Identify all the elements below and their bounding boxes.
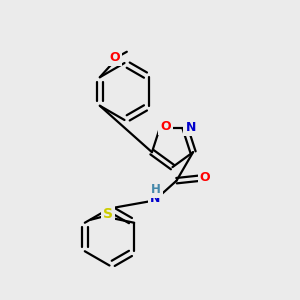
Text: S: S [103,207,113,221]
Text: O: O [200,171,210,184]
Text: H: H [151,183,160,196]
Text: O: O [110,51,120,64]
Text: N: N [185,121,196,134]
Text: O: O [160,120,170,133]
Text: N: N [150,192,161,205]
